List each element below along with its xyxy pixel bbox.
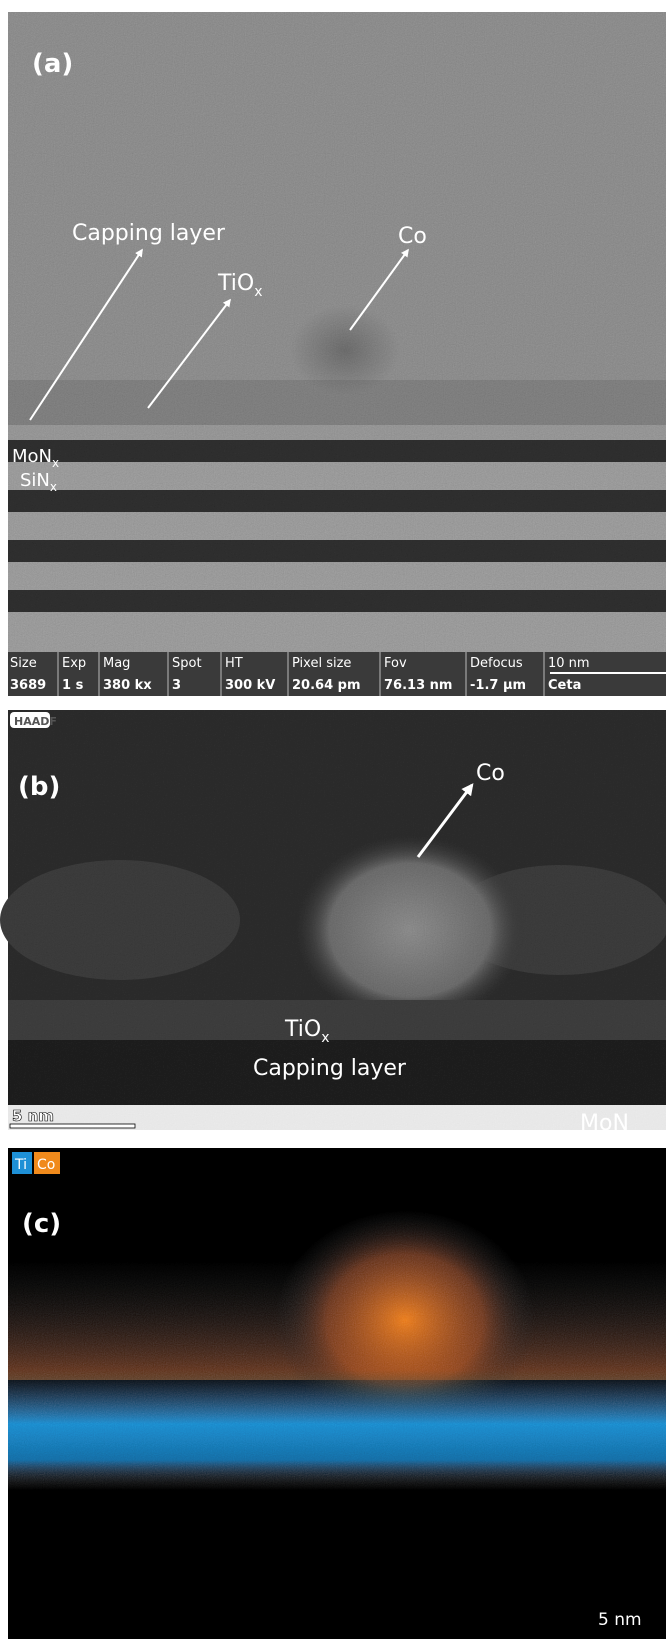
info-value: 20.64 pm (292, 678, 361, 693)
badge-text: HAADF (14, 715, 57, 728)
annotation: Capping layer (253, 1056, 407, 1081)
info-key: Defocus (470, 656, 523, 671)
annotation: Capping layer (72, 221, 226, 246)
info-value: 1 s (62, 678, 84, 693)
info-value: -1.7 µm (470, 678, 526, 693)
info-key: Pixel size (292, 656, 351, 671)
info-value: 76.13 nm (384, 678, 452, 693)
panel-label: (b) (18, 772, 60, 802)
info-key: 10 nm (548, 656, 590, 671)
info-value: 3 (172, 678, 181, 693)
info-key: Fov (384, 656, 407, 671)
info-key: Exp (62, 656, 86, 671)
badge-text: Co (37, 1157, 55, 1173)
info-key: Mag (103, 656, 130, 671)
info-value: 380 kx (103, 678, 152, 693)
info-key: Size (10, 656, 37, 671)
figure: (a) Capping layer TiOx Co MoNx SiNx Size… (0, 0, 666, 1639)
badge-text: Ti (14, 1157, 27, 1173)
annotation: MoN (580, 1111, 629, 1136)
panel-a (8, 12, 666, 652)
info-value: Ceta (548, 678, 581, 693)
scale-bar (10, 1124, 135, 1128)
scale-label: 5 nm (598, 1610, 642, 1630)
panel-label: (c) (22, 1209, 61, 1239)
info-value: 300 kV (225, 678, 275, 693)
info-key: HT (225, 656, 243, 671)
panel-label: (a) (32, 49, 73, 79)
info-key: Spot (172, 656, 202, 671)
scale-label: 5 nm (12, 1107, 54, 1125)
info-value: 3689 (10, 678, 46, 693)
annotation: Co (398, 224, 427, 249)
annotation: Co (476, 761, 505, 786)
